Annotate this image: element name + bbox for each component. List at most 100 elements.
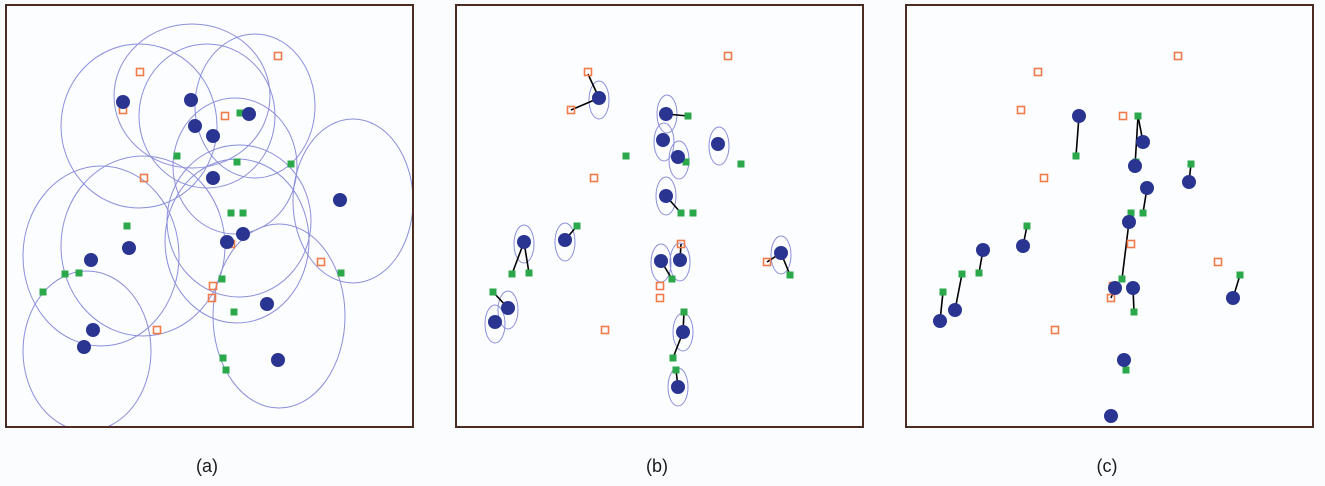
green-square (287, 160, 295, 168)
orange-hollow-square (1118, 111, 1128, 121)
blue-dot (122, 241, 136, 255)
blue-dot (517, 235, 531, 249)
green-square (525, 269, 533, 277)
green-square (337, 269, 345, 277)
orange-hollow-square (1213, 257, 1223, 267)
green-square (1139, 209, 1147, 217)
blue-dot (86, 323, 100, 337)
blue-dot (116, 95, 130, 109)
caption-b: (b) (646, 456, 668, 476)
orange-hollow-square (135, 67, 145, 77)
panel-c-plot (933, 51, 1244, 423)
uncertainty-ellipse (653, 122, 675, 162)
green-square (682, 158, 690, 166)
orange-hollow-square (220, 111, 230, 121)
blue-dot (1140, 181, 1154, 195)
orange-hollow-square (152, 325, 162, 335)
orange-hollow-square (676, 239, 686, 249)
uncertainty-ellipse (588, 80, 610, 120)
blue-dot (1108, 281, 1122, 295)
match-link (1121, 221, 1130, 280)
orange-hollow-square (273, 51, 283, 61)
green-square (958, 270, 966, 278)
orange-hollow-square (1016, 105, 1026, 115)
blue-dot (1136, 135, 1150, 149)
green-square (1122, 366, 1130, 374)
green-square (669, 354, 677, 362)
blue-dot (1122, 215, 1136, 229)
blue-dot (271, 353, 285, 367)
blue-dot (242, 107, 256, 121)
green-square (975, 269, 983, 277)
green-square (1130, 308, 1138, 316)
uncertainty-ellipse (172, 97, 298, 235)
uncertainty-ellipse (554, 222, 576, 262)
green-square (218, 275, 226, 283)
orange-hollow-square (589, 173, 599, 183)
green-square (684, 112, 692, 120)
blue-dot (673, 253, 687, 267)
orange-hollow-square (1106, 293, 1116, 303)
green-square (230, 308, 238, 316)
blue-dot (671, 380, 685, 394)
orange-hollow-square (207, 293, 217, 303)
green-square (123, 222, 131, 230)
green-square (1072, 152, 1080, 160)
blue-dot (558, 233, 572, 247)
uncertainty-ellipse (655, 176, 677, 216)
orange-hollow-square (583, 67, 593, 77)
blue-dot (976, 243, 990, 257)
green-square (61, 270, 69, 278)
panel-a (5, 4, 414, 428)
orange-hollow-square (1126, 239, 1136, 249)
blue-dot (592, 91, 606, 105)
green-square (680, 308, 688, 316)
green-square (508, 270, 516, 278)
panel-b (455, 4, 864, 428)
orange-hollow-square (655, 293, 665, 303)
blue-dot (220, 235, 234, 249)
orange-hollow-square (1050, 325, 1060, 335)
blue-dot (1128, 159, 1142, 173)
green-square (39, 288, 47, 296)
uncertainty-ellipse (164, 158, 310, 324)
orange-hollow-square (723, 51, 733, 61)
blue-dot (206, 129, 220, 143)
uncertainty-ellipse (22, 270, 152, 426)
uncertainty-ellipse (194, 33, 316, 179)
blue-dot (184, 93, 198, 107)
blue-dot (77, 340, 91, 354)
panel-b-plot (484, 51, 794, 407)
caption-a: (a) (196, 456, 218, 476)
blue-dot (711, 137, 725, 151)
green-square (668, 275, 676, 283)
uncertainty-ellipse (708, 126, 730, 166)
green-square (689, 209, 697, 217)
green-square (573, 222, 581, 230)
orange-hollow-square (762, 257, 772, 267)
uncertainty-ellipse (22, 165, 180, 347)
uncertainty-ellipse (60, 43, 218, 209)
uncertainty-ellipse (484, 304, 506, 344)
green-square (75, 269, 83, 277)
green-square (233, 158, 241, 166)
uncertainty-ellipse (513, 224, 535, 264)
uncertainty-ellipse (212, 223, 346, 409)
orange-hollow-square (566, 105, 576, 115)
blue-dot (1117, 353, 1131, 367)
uncertainty-ellipse (292, 118, 412, 284)
green-square (677, 209, 685, 217)
green-square (239, 209, 247, 217)
green-square (1127, 209, 1135, 217)
green-square (219, 354, 227, 362)
orange-hollow-square (600, 325, 610, 335)
green-square (939, 288, 947, 296)
orange-hollow-square (208, 281, 218, 291)
green-square (622, 152, 630, 160)
green-square (737, 160, 745, 168)
blue-dot (501, 301, 515, 315)
blue-dot (659, 107, 673, 121)
green-square (227, 209, 235, 217)
blue-dot (488, 315, 502, 329)
